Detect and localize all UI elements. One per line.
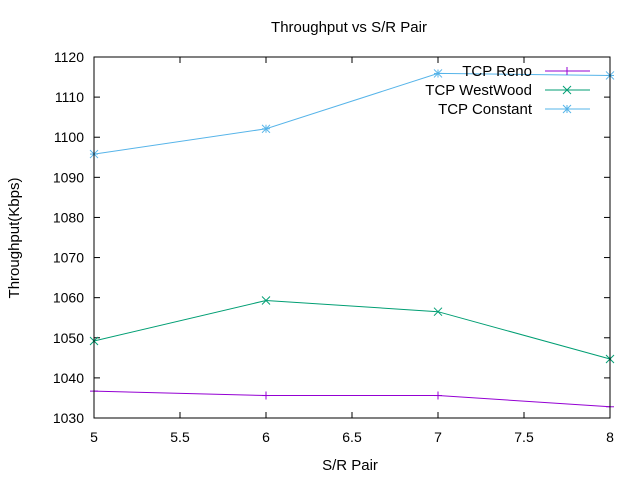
y-tick-label: 1110 [55, 89, 84, 105]
plot-frame [93, 56, 611, 419]
y-tick-label: 1120 [54, 49, 84, 65]
data-point [562, 85, 572, 95]
y-tick-label: 1030 [53, 410, 84, 426]
legend-item: TCP Reno [462, 63, 590, 80]
series-tcp-reno [90, 387, 614, 411]
x-tick-label: 8 [606, 429, 614, 445]
data-point [261, 296, 271, 305]
data-point [562, 104, 572, 114]
legend-label: TCP WestWood [425, 82, 532, 99]
y-tick-label: 1060 [53, 290, 84, 306]
data-point [434, 391, 442, 400]
legend-label: TCP Reno [462, 63, 532, 80]
series-tcp-constant [89, 69, 615, 159]
legend: TCP Reno TCP WestWood TCP Constant [425, 63, 590, 118]
legend-item: TCP Constant [438, 101, 590, 118]
chart-title: Throughput vs S/R Pair [271, 19, 427, 36]
x-tick-label: 6.5 [342, 429, 362, 445]
series-group [89, 69, 615, 411]
axis-ticks: 5 5.5 6 6.5 7 7.5 8 1030 1040 1050 1060 1070 1080 109… [53, 49, 614, 445]
x-tick-label: 7 [434, 429, 442, 445]
data-point [563, 67, 571, 75]
series-line [93, 299, 611, 360]
y-tick-label: 1050 [53, 330, 84, 346]
x-tick-label: 5 [90, 429, 98, 445]
x-axis-label: S/R Pair [322, 457, 378, 474]
x-tick-label: 5.5 [170, 429, 190, 445]
data-point [262, 391, 270, 400]
data-point [433, 307, 443, 317]
y-tick-label: 1040 [53, 370, 84, 386]
y-tick-label: 1100 [54, 129, 84, 145]
y-tick-label: 1090 [53, 169, 84, 185]
legend-label: TCP Constant [438, 101, 533, 118]
data-point [433, 69, 443, 78]
y-axis-label: Throughput(Kbps) [6, 178, 23, 299]
x-tick-label: 7.5 [514, 429, 534, 445]
legend-item: TCP WestWood [425, 82, 590, 99]
series-tcp-westwood [89, 296, 615, 364]
y-tick-label: 1070 [53, 250, 84, 266]
series-line [93, 390, 611, 408]
x-tick-label: 6 [262, 429, 270, 445]
y-tick-label: 1080 [53, 209, 84, 225]
data-point [261, 124, 271, 134]
series-line [93, 72, 611, 155]
